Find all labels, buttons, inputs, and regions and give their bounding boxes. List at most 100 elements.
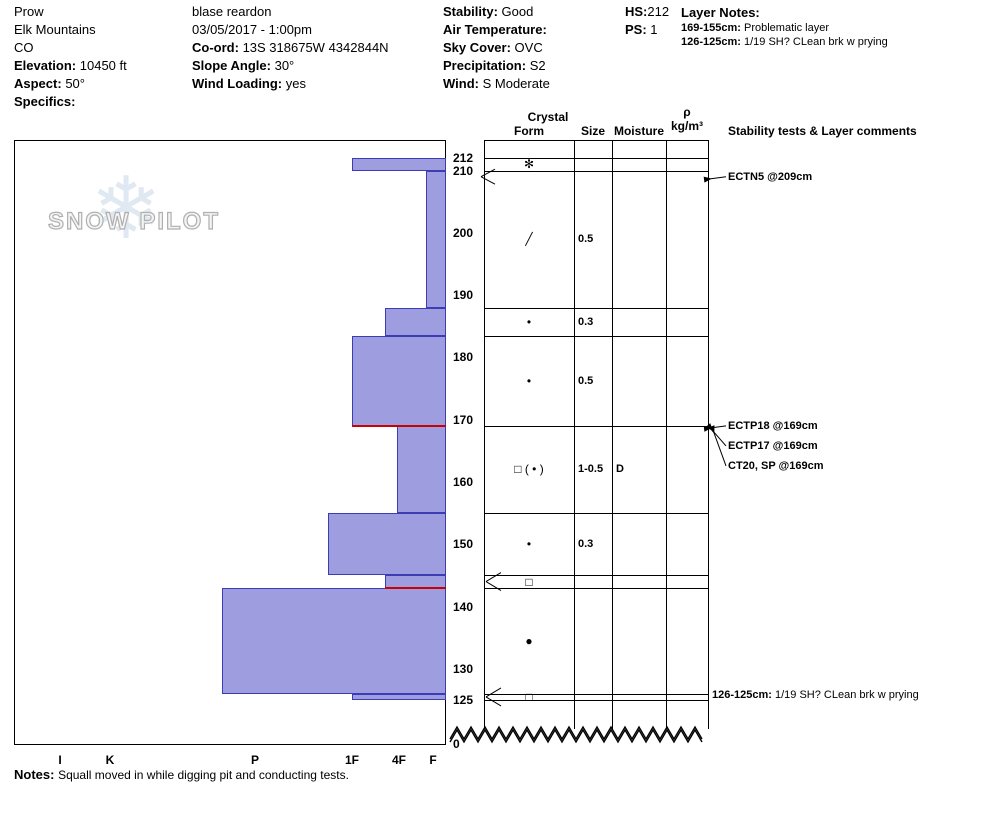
crystal-form-cell: □ ( • ) (514, 462, 544, 477)
depth-tick-190: 190 (453, 288, 474, 303)
wind-line: Wind: S Moderate (443, 75, 550, 93)
location-block: Prow Elk Mountains CO Elevation: 10450 f… (14, 3, 127, 111)
precip-label: Precipitation: (443, 58, 527, 73)
specifics-line: Specifics: (14, 93, 127, 111)
wind-loading-line: Wind Loading: yes (192, 75, 389, 93)
elevation-value: 10450 ft (79, 58, 127, 73)
table-top-border (484, 140, 709, 141)
stability-tests-header: Stability tests & Layer comments (728, 124, 917, 138)
stability-test-label: CT20, SP @169cm (728, 459, 824, 472)
air-temp-label: Air Temperature: (443, 22, 547, 37)
size-header: Size (580, 124, 605, 138)
hs-label: HS: (625, 4, 648, 19)
snowpilot-watermark: ❄ SNOW PILOT (40, 166, 240, 272)
grain-size-cell: 1-0.5 (578, 463, 604, 476)
grain-size-cell: 0.3 (578, 538, 594, 551)
wind-value: S Moderate (482, 76, 550, 91)
layer-note-range: 126-125cm: (681, 36, 741, 48)
crystal-form-cell: ✻ (523, 157, 535, 172)
precip-line: Precipitation: S2 (443, 57, 550, 75)
precip-value: S2 (529, 58, 546, 73)
table-column-divider (708, 140, 709, 729)
ps-value: 1 (650, 22, 658, 37)
observer-name: blase reardon (192, 4, 272, 19)
layer-bar-212-210 (352, 158, 446, 171)
depth-tick-180: 180 (453, 350, 474, 365)
moisture-header: Moisture (613, 124, 664, 138)
stability-line: Stability: Good (443, 3, 550, 21)
layer-bar-169-155 (396, 425, 446, 514)
crystal-form-cell: • (526, 314, 532, 329)
depth-tick-212: 212 (453, 151, 474, 165)
layer-boundary-line (484, 693, 709, 695)
layer-note-text: Problematic layer (744, 22, 829, 34)
critical-layer-line (352, 424, 446, 427)
watermark-word-snow: SNOW (47, 207, 131, 235)
layer-comment-text: 1/19 SH? CLean brk w prying (771, 688, 919, 701)
grain-size-cell: 0.5 (578, 374, 594, 387)
density-header: ρ (683, 105, 691, 119)
hardness-tick-F: F (429, 753, 437, 767)
slope-angle-line: Slope Angle: 30° (192, 57, 389, 75)
pit-site: Prow (14, 4, 44, 19)
crystal-form-cell: • (526, 373, 532, 388)
layer-boundary-line (484, 513, 709, 515)
layer-bar-183.5-169 (352, 335, 446, 426)
table-column-divider (612, 140, 613, 729)
coord-line: Co-ord: 13S 318675W 4342844N (192, 39, 389, 57)
stability-value: Good (501, 4, 534, 19)
table-column-divider (666, 140, 667, 729)
depth-tick-160: 160 (453, 475, 474, 489)
layer-bar-143-126 (221, 587, 446, 694)
elevation-label: Elevation: (14, 58, 77, 73)
layer-boundary-line (484, 158, 709, 159)
depth-tick-130: 130 (453, 661, 474, 676)
aspect-value: 50° (65, 76, 85, 91)
watermark-text: SNOW PILOT (47, 207, 220, 236)
hs-value: 212 (647, 4, 670, 19)
layer-boundary-line (484, 425, 709, 427)
notes-label: Notes: (14, 767, 55, 782)
state: CO (14, 40, 34, 55)
crystal-header: Crystal (527, 110, 569, 124)
layer-note: 169-155cm: Problematic layer (681, 21, 888, 35)
pit-datetime: 03/05/2017 - 1:00pm (192, 22, 312, 37)
layer-notes-block: Layer Notes: 169-155cm: Problematic laye… (681, 4, 888, 49)
hardness-tick-I: I (58, 753, 62, 767)
mountain-range: Elk Mountains (14, 22, 96, 37)
wind-label: Wind: (443, 76, 479, 91)
layer-bar-155-145 (327, 513, 447, 576)
slope-angle-value: 30° (274, 58, 295, 73)
notes-text: Squall moved in while digging pit and co… (58, 768, 349, 782)
stability-label: Stability: (443, 4, 498, 19)
aspect-label: Aspect: (14, 76, 62, 91)
layer-note-text: 1/19 SH? CLean brk w prying (744, 36, 888, 48)
moisture-cell: D (616, 463, 624, 476)
wind-loading-label: Wind Loading: (192, 76, 283, 91)
depth-tick-170: 170 (453, 412, 474, 427)
layer-bar-126-125 (352, 693, 446, 700)
layer-boundary-line (484, 700, 709, 701)
stability-test-label: ECTP17 @169cm (728, 439, 818, 452)
aspect-line: Aspect: 50° (14, 75, 127, 93)
conditions-block: Stability: Good Air Temperature: Sky Cov… (443, 3, 550, 93)
crystal-form-cell: ● (525, 633, 533, 648)
ps-label: PS: (625, 22, 647, 37)
snowflake-icon: ❄ (90, 161, 163, 257)
density-units-header: kg/m³ (670, 119, 703, 133)
notes-line: Notes: Squall moved in while digging pit… (14, 767, 349, 782)
layer-comment-range: 126-125cm: (712, 688, 772, 701)
depth-tick-125: 125 (453, 693, 474, 707)
depth-tick-150: 150 (453, 537, 474, 552)
hardness-tick-K: K (105, 753, 115, 767)
specifics-label: Specifics: (14, 94, 76, 109)
sky-cover-label: Sky Cover: (443, 40, 511, 55)
stability-test-label: ECTP18 @169cm (728, 419, 818, 432)
slope-angle-label: Slope Angle: (192, 58, 271, 73)
observer-block: blase reardon 03/05/2017 - 1:00pm Co-ord… (192, 3, 389, 93)
depth-tick-0: 0 (453, 737, 460, 751)
air-temp-line: Air Temperature: (443, 21, 550, 39)
hardness-tick-P: P (250, 753, 259, 767)
critical-layer-line (384, 586, 446, 589)
